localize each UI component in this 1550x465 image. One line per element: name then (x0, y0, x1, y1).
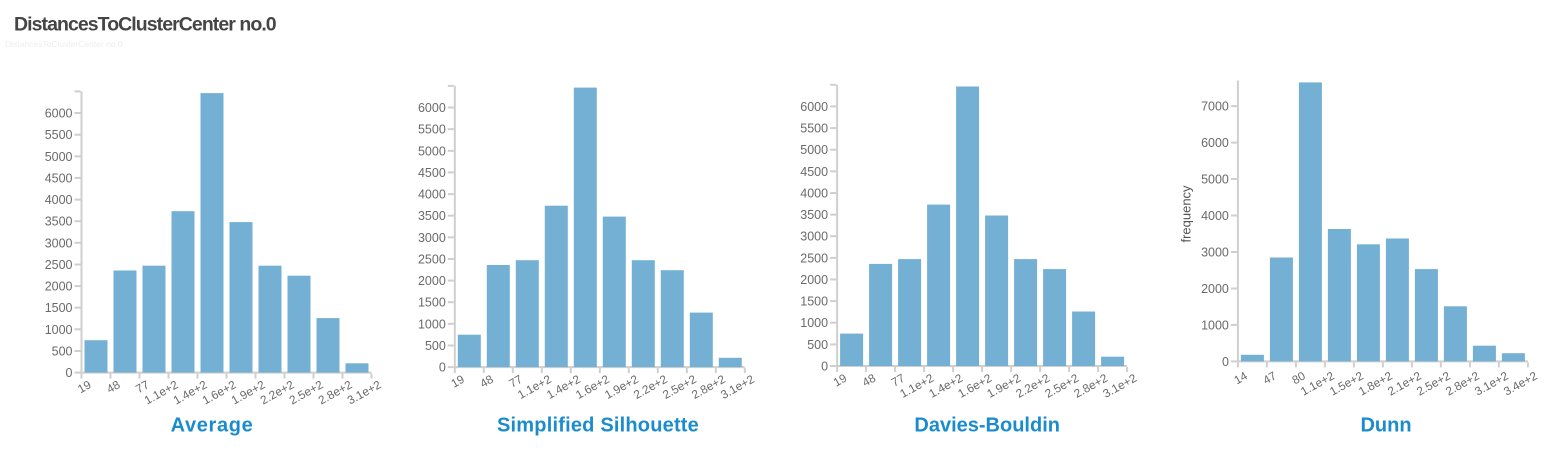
svg-text:5000: 5000 (1201, 173, 1229, 187)
svg-text:2500: 2500 (800, 251, 828, 265)
svg-text:4500: 4500 (418, 166, 446, 180)
svg-text:DistancesToClusterCenter no.0: DistancesToClusterCenter no.0 (5, 39, 123, 49)
svg-text:4500: 4500 (800, 165, 828, 179)
svg-text:5500: 5500 (45, 128, 73, 142)
svg-text:3500: 3500 (45, 215, 73, 229)
svg-text:3000: 3000 (800, 230, 828, 244)
svg-text:3000: 3000 (45, 236, 73, 250)
svg-text:6000: 6000 (800, 100, 828, 114)
svg-text:2000: 2000 (45, 280, 73, 294)
svg-text:3500: 3500 (418, 209, 446, 223)
svg-text:3000: 3000 (1201, 246, 1229, 260)
svg-text:5500: 5500 (418, 123, 446, 137)
svg-text:1500: 1500 (418, 296, 446, 310)
svg-text:4000: 4000 (1201, 209, 1229, 223)
svg-text:0: 0 (1222, 355, 1229, 369)
svg-text:2000: 2000 (800, 273, 828, 287)
svg-text:5000: 5000 (800, 143, 828, 157)
svg-text:2500: 2500 (418, 253, 446, 267)
svg-text:19: 19 (831, 371, 849, 390)
svg-text:5500: 5500 (800, 122, 828, 136)
svg-text:DistancesToClusterCenter no.0: DistancesToClusterCenter no.0 (14, 13, 277, 35)
svg-text:47: 47 (1260, 369, 1278, 388)
svg-text:77: 77 (133, 377, 151, 396)
svg-text:4000: 4000 (800, 187, 828, 201)
svg-text:4000: 4000 (45, 193, 73, 207)
svg-text:5000: 5000 (45, 150, 73, 164)
svg-text:3000: 3000 (418, 231, 446, 245)
svg-text:4500: 4500 (45, 171, 73, 185)
svg-text:Average: Average (171, 415, 254, 437)
svg-text:77: 77 (889, 371, 907, 390)
svg-text:5000: 5000 (418, 144, 446, 158)
svg-text:7000: 7000 (1201, 100, 1229, 114)
svg-text:4000: 4000 (418, 188, 446, 202)
svg-text:2500: 2500 (45, 258, 73, 272)
svg-text:Simplified Silhouette: Simplified Silhouette (497, 415, 699, 437)
svg-text:0: 0 (821, 360, 828, 374)
svg-text:1000: 1000 (800, 316, 828, 330)
svg-text:6000: 6000 (45, 107, 73, 121)
svg-text:3500: 3500 (800, 208, 828, 222)
svg-text:1000: 1000 (45, 323, 73, 337)
svg-text:1500: 1500 (800, 295, 828, 309)
svg-text:500: 500 (807, 338, 828, 352)
svg-text:2000: 2000 (1201, 282, 1229, 296)
svg-text:1500: 1500 (45, 301, 73, 315)
svg-text:19: 19 (75, 377, 93, 396)
svg-text:500: 500 (425, 339, 446, 353)
svg-text:19: 19 (448, 372, 466, 391)
svg-text:500: 500 (52, 345, 73, 359)
svg-text:6000: 6000 (418, 101, 446, 115)
svg-text:6000: 6000 (1201, 136, 1229, 150)
svg-text:2000: 2000 (418, 274, 446, 288)
svg-text:Dunn: Dunn (1360, 415, 1411, 437)
svg-text:0: 0 (66, 366, 73, 380)
svg-text:frequency: frequency (1179, 185, 1194, 243)
svg-text:1000: 1000 (1201, 318, 1229, 332)
svg-text:1000: 1000 (418, 317, 446, 331)
svg-text:0: 0 (439, 361, 446, 375)
svg-text:77: 77 (506, 372, 524, 391)
svg-text:Davies-Bouldin: Davies-Bouldin (914, 415, 1060, 437)
